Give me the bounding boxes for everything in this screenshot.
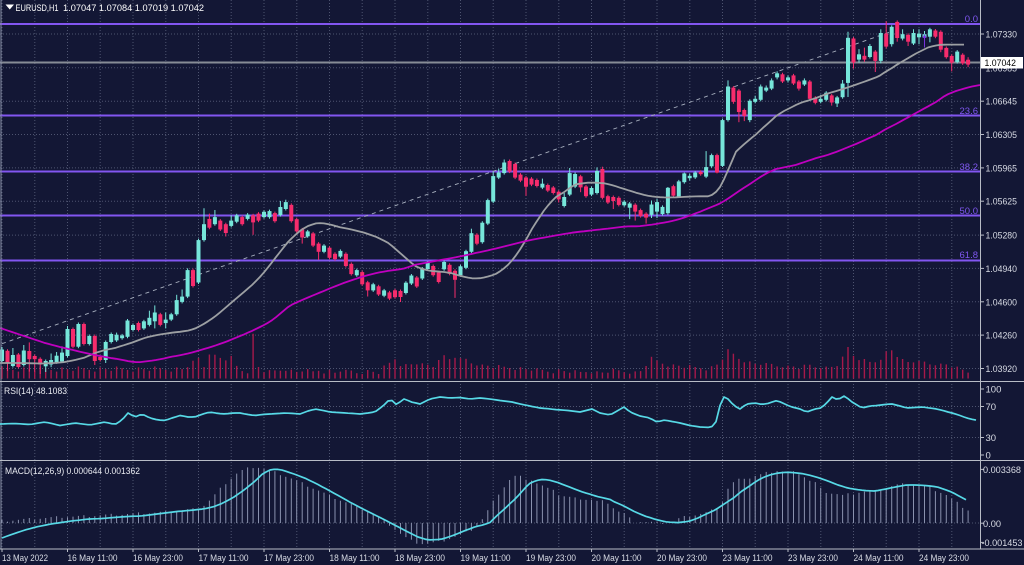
svg-text:23.6: 23.6 [960, 106, 979, 117]
svg-text:MACD(12,26,9) 0.000644 0.00136: MACD(12,26,9) 0.000644 0.001362 [5, 466, 140, 477]
svg-text:RSI(14) 48.1083: RSI(14) 48.1083 [4, 386, 67, 397]
svg-text:1.07330: 1.07330 [986, 30, 1018, 41]
svg-text:0.00: 0.00 [983, 519, 1001, 530]
svg-text:70: 70 [986, 402, 997, 413]
svg-text:1.05625: 1.05625 [986, 197, 1018, 208]
svg-text:1.04260: 1.04260 [986, 331, 1018, 342]
svg-text:-0.001453: -0.001453 [982, 538, 1023, 549]
svg-text:1.06305: 1.06305 [986, 130, 1018, 141]
svg-text:1.04600: 1.04600 [986, 297, 1018, 308]
svg-text:23 May 23:00: 23 May 23:00 [788, 553, 838, 564]
svg-text:0.003368: 0.003368 [983, 465, 1021, 476]
svg-text:100: 100 [986, 385, 1002, 396]
svg-text:1.06645: 1.06645 [986, 97, 1018, 108]
svg-text:20 May 23:00: 20 May 23:00 [657, 553, 707, 564]
svg-text:EURUSD,H1: EURUSD,H1 [16, 3, 59, 14]
svg-text:1.05965: 1.05965 [986, 163, 1018, 174]
svg-text:0.0: 0.0 [965, 14, 978, 25]
svg-text:1.07047 1.07084 1.07019 1.0704: 1.07047 1.07084 1.07019 1.07042 [63, 3, 204, 14]
svg-text:1.05280: 1.05280 [986, 231, 1018, 242]
svg-text:17 May 23:00: 17 May 23:00 [264, 553, 314, 564]
svg-text:38.2: 38.2 [960, 162, 979, 173]
svg-text:61.8: 61.8 [960, 250, 979, 261]
svg-text:50.0: 50.0 [960, 206, 979, 217]
svg-text:20 May 11:00: 20 May 11:00 [592, 553, 642, 564]
svg-text:1.07042: 1.07042 [985, 58, 1017, 69]
svg-text:19 May 11:00: 19 May 11:00 [461, 553, 511, 564]
svg-text:30: 30 [986, 433, 997, 444]
svg-text:1.06985: 1.06985 [986, 63, 1018, 74]
svg-text:18 May 11:00: 18 May 11:00 [330, 553, 380, 564]
svg-text:19 May 23:00: 19 May 23:00 [526, 553, 576, 564]
svg-text:0: 0 [986, 451, 991, 462]
svg-text:16 May 11:00: 16 May 11:00 [68, 553, 118, 564]
svg-text:1.04940: 1.04940 [986, 264, 1018, 275]
svg-text:16 May 23:00: 16 May 23:00 [133, 553, 183, 564]
svg-text:24 May 11:00: 24 May 11:00 [854, 553, 904, 564]
svg-text:17 May 11:00: 17 May 11:00 [199, 553, 249, 564]
svg-text:1.03920: 1.03920 [986, 364, 1018, 375]
svg-text:24 May 23:00: 24 May 23:00 [919, 553, 969, 564]
svg-text:18 May 23:00: 18 May 23:00 [395, 553, 445, 564]
svg-text:23 May 11:00: 23 May 11:00 [723, 553, 773, 564]
svg-text:13 May 2022: 13 May 2022 [2, 553, 48, 564]
